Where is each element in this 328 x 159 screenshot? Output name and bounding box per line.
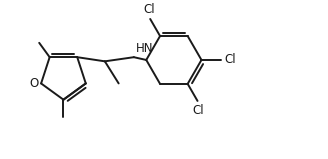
Text: HN: HN <box>136 42 153 55</box>
Text: Cl: Cl <box>193 104 204 117</box>
Text: O: O <box>29 77 38 90</box>
Text: Cl: Cl <box>143 3 155 16</box>
Text: Cl: Cl <box>224 53 236 66</box>
